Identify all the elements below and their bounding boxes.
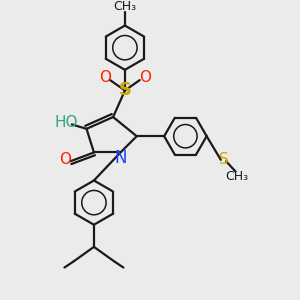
Text: S: S	[118, 82, 131, 100]
Text: O: O	[99, 70, 111, 85]
Text: CH₃: CH₃	[226, 169, 249, 183]
Text: HO: HO	[54, 116, 78, 130]
Text: S: S	[219, 152, 229, 167]
Text: CH₃: CH₃	[113, 0, 136, 14]
Text: O: O	[139, 70, 151, 85]
Text: O: O	[59, 152, 71, 167]
Text: N: N	[114, 149, 127, 167]
